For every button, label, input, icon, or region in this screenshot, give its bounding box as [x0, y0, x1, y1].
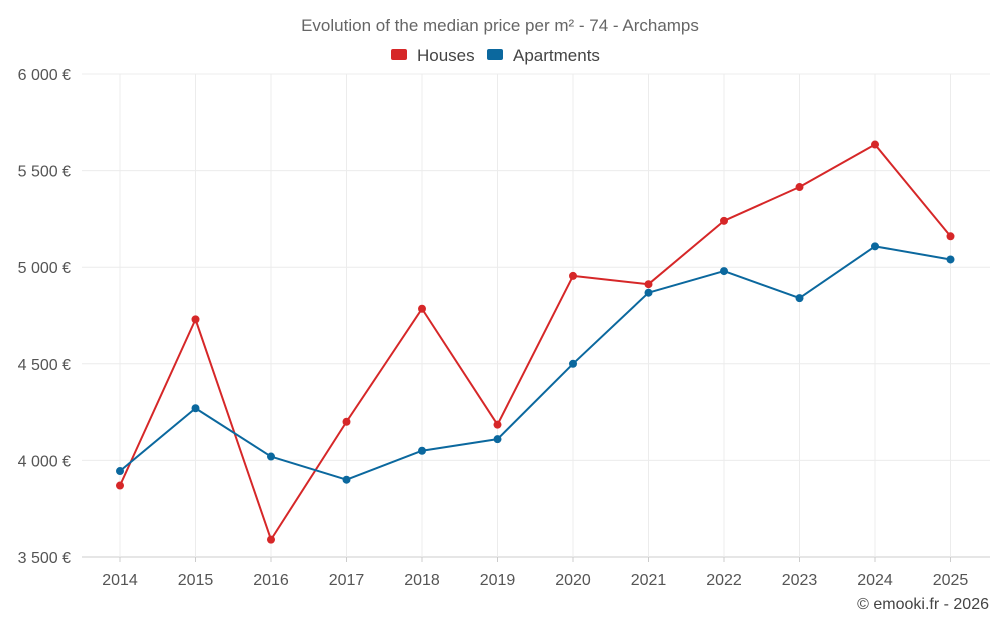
data-point-apartments[interactable]	[644, 288, 653, 297]
data-point-houses[interactable]	[191, 315, 200, 324]
data-point-apartments[interactable]	[418, 446, 426, 455]
grid	[82, 73, 990, 558]
legend-label-houses: Houses	[417, 46, 475, 65]
data-point-apartments[interactable]	[267, 452, 275, 461]
data-point-apartments[interactable]	[720, 267, 728, 276]
y-axis: 3 500 € 4 000 € 4 500 € 5 000 € 5 500 € 6 000…	[18, 67, 71, 567]
y-tick-label: 4 500 €	[18, 357, 71, 374]
data-point-apartments[interactable]	[946, 255, 955, 264]
y-tick-label: 4 000 €	[18, 453, 71, 470]
chart-title: Evolution of the median price per m² - 7…	[301, 16, 699, 35]
x-axis: 2014 2015 2016 2017 2018 2019 2020 2021 2022 2023…	[102, 557, 968, 589]
data-point-houses[interactable]	[795, 183, 804, 192]
legend-label-apartments: Apartments	[513, 46, 600, 65]
plot-series	[116, 140, 955, 544]
legend-swatch-houses	[391, 49, 407, 60]
y-tick-label: 5 500 €	[18, 164, 71, 181]
data-point-houses[interactable]	[871, 140, 879, 149]
data-point-houses[interactable]	[116, 481, 124, 490]
x-tick-label: 2015	[178, 572, 214, 589]
x-tick-label: 2022	[706, 572, 742, 589]
legend-item-houses[interactable]: Houses	[391, 46, 475, 65]
data-point-houses[interactable]	[342, 417, 351, 426]
x-tick-label: 2018	[404, 572, 440, 589]
y-tick-label: 6 000 €	[18, 67, 71, 84]
x-tick-label: 2025	[933, 572, 969, 589]
data-point-apartments[interactable]	[191, 404, 200, 413]
x-tick-label: 2024	[857, 572, 893, 589]
data-point-houses[interactable]	[569, 271, 577, 280]
data-point-apartments[interactable]	[795, 294, 804, 303]
data-point-houses[interactable]	[644, 280, 653, 289]
legend-item-apartments[interactable]: Apartments	[487, 46, 600, 65]
x-tick-label: 2016	[253, 572, 289, 589]
x-tick-label: 2017	[329, 572, 365, 589]
data-point-apartments[interactable]	[116, 467, 124, 476]
legend-swatch-apartments	[487, 49, 503, 60]
x-tick-label: 2023	[782, 572, 818, 589]
series-line-houses	[119, 143, 952, 541]
data-point-houses[interactable]	[946, 232, 955, 241]
data-point-houses[interactable]	[267, 535, 275, 544]
credit-text: © emooki.fr - 2026	[857, 596, 989, 613]
data-point-apartments[interactable]	[569, 359, 577, 368]
data-point-houses[interactable]	[720, 216, 728, 225]
x-tick-label: 2021	[631, 572, 667, 589]
x-tick-label: 2014	[102, 572, 138, 589]
data-point-houses[interactable]	[493, 420, 502, 429]
data-point-apartments[interactable]	[871, 242, 879, 251]
data-point-apartments[interactable]	[493, 435, 502, 444]
legend: Houses Apartments	[391, 46, 600, 65]
y-tick-label: 3 500 €	[18, 550, 71, 567]
x-tick-label: 2019	[480, 572, 516, 589]
data-point-apartments[interactable]	[342, 475, 351, 484]
y-tick-label: 5 000 €	[18, 260, 71, 277]
x-tick-label: 2020	[555, 572, 591, 589]
series-line-apartments	[119, 245, 952, 481]
data-point-houses[interactable]	[418, 304, 426, 313]
